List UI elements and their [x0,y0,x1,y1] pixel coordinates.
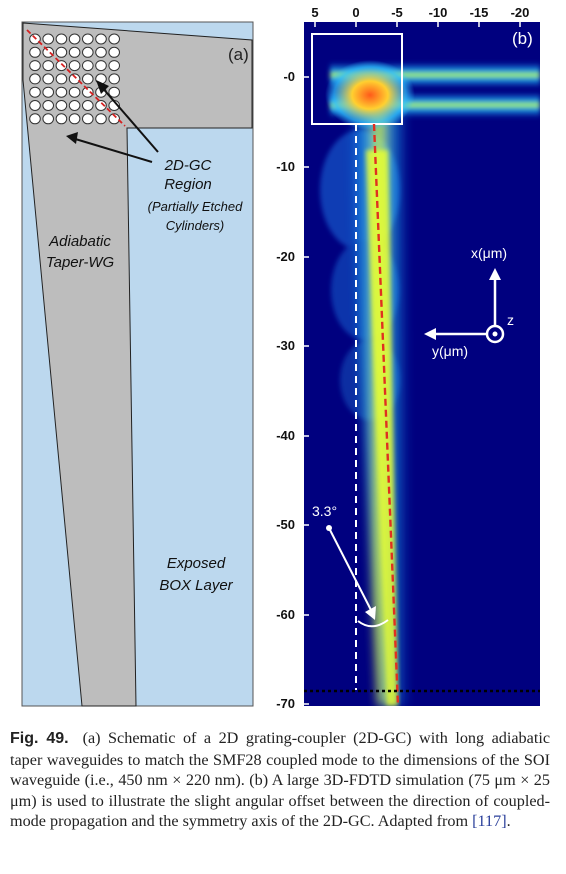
panel-a-label: (a) [228,45,249,64]
grating-hole [43,47,54,57]
grating-hole [109,61,120,71]
angle-label: 3.3° [312,503,337,519]
grating-hole [83,114,94,124]
grating-hole [56,47,67,57]
top-tick-label: -20 [511,5,530,20]
grating-hole [30,74,41,84]
grating-hole [69,61,80,71]
grating-hole [109,74,120,84]
grating-hole [43,61,54,71]
grating-hole [109,47,120,57]
grating-hole [96,34,107,44]
left-tick-label: -30 [276,338,295,353]
label-adiabatic: Adiabatic [48,233,111,250]
label-region: Region [164,176,212,193]
caption-text-end: . [507,812,511,830]
left-tick-label: -70 [276,696,295,711]
grating-hole [43,34,54,44]
grating-hole [96,47,107,57]
left-tick-label: -10 [276,159,295,174]
top-tick-label: 0 [352,5,359,20]
figure-caption: Fig. 49. (a) Schematic of a 2D grating-co… [10,728,550,832]
grating-hole [96,61,107,71]
top-tick-label: -15 [470,5,489,20]
label-partially-etched: (Partially Etched [148,199,243,214]
grating-hole [69,114,80,124]
top-tick-label: 5 [311,5,318,20]
left-tick-label: -60 [276,607,295,622]
grating-hole [43,114,54,124]
grating-hole [69,47,80,57]
grating-hole [83,101,94,111]
grating-hole [56,101,67,111]
panel-b-label: (b) [512,29,533,48]
panel-b: 3.3° x(μm) y(μm) z (b) 5 0 -5 -10 -15 -20 -0 -… [276,5,540,711]
left-tick-label: -0 [283,69,295,84]
label-cylinders: Cylinders) [166,218,225,233]
grating-hole [83,47,94,57]
reference-link[interactable]: [117] [472,812,506,830]
grating-hole [56,74,67,84]
grating-hole [83,74,94,84]
grating-hole [30,101,41,111]
grating-hole [43,101,54,111]
left-tick-label: -50 [276,517,295,532]
top-tick-label: -10 [429,5,448,20]
grating-hole [56,61,67,71]
grating-hole [56,87,67,97]
grating-hole [83,34,94,44]
grating-hole [30,114,41,124]
grating-hole [69,101,80,111]
grating-hole [69,87,80,97]
z-axis-label: z [507,312,514,328]
figure-label: Fig. 49. [10,730,69,747]
grating-hole [56,34,67,44]
grating-hole [83,61,94,71]
z-axis-dot [493,332,498,337]
label-2dgc: 2D-GC [164,157,212,174]
x-axis-label: x(μm) [471,245,507,261]
caption-text: (a) Schematic of a 2D grating-coupler (2… [10,729,550,830]
grating-hole [109,34,120,44]
left-tick-label: -40 [276,428,295,443]
grating-hole [56,114,67,124]
grating-hole [69,34,80,44]
grating-hole [30,47,41,57]
label-taper-wg: Taper-WG [46,254,115,271]
grating-hole [30,61,41,71]
label-exposed: Exposed [167,555,226,572]
panel-a: (a) 2D-GC Region (Partially Etched Cylin… [22,22,253,706]
grating-hole [96,114,107,124]
grating-hole [43,87,54,97]
label-box-layer: BOX Layer [159,577,233,594]
top-tick-label: -5 [391,5,403,20]
y-axis-label: y(μm) [432,343,468,359]
left-tick-label: -20 [276,249,295,264]
grating-hole [30,87,41,97]
figure: (a) 2D-GC Region (Partially Etched Cylin… [0,0,566,712]
grating-hole [43,74,54,84]
